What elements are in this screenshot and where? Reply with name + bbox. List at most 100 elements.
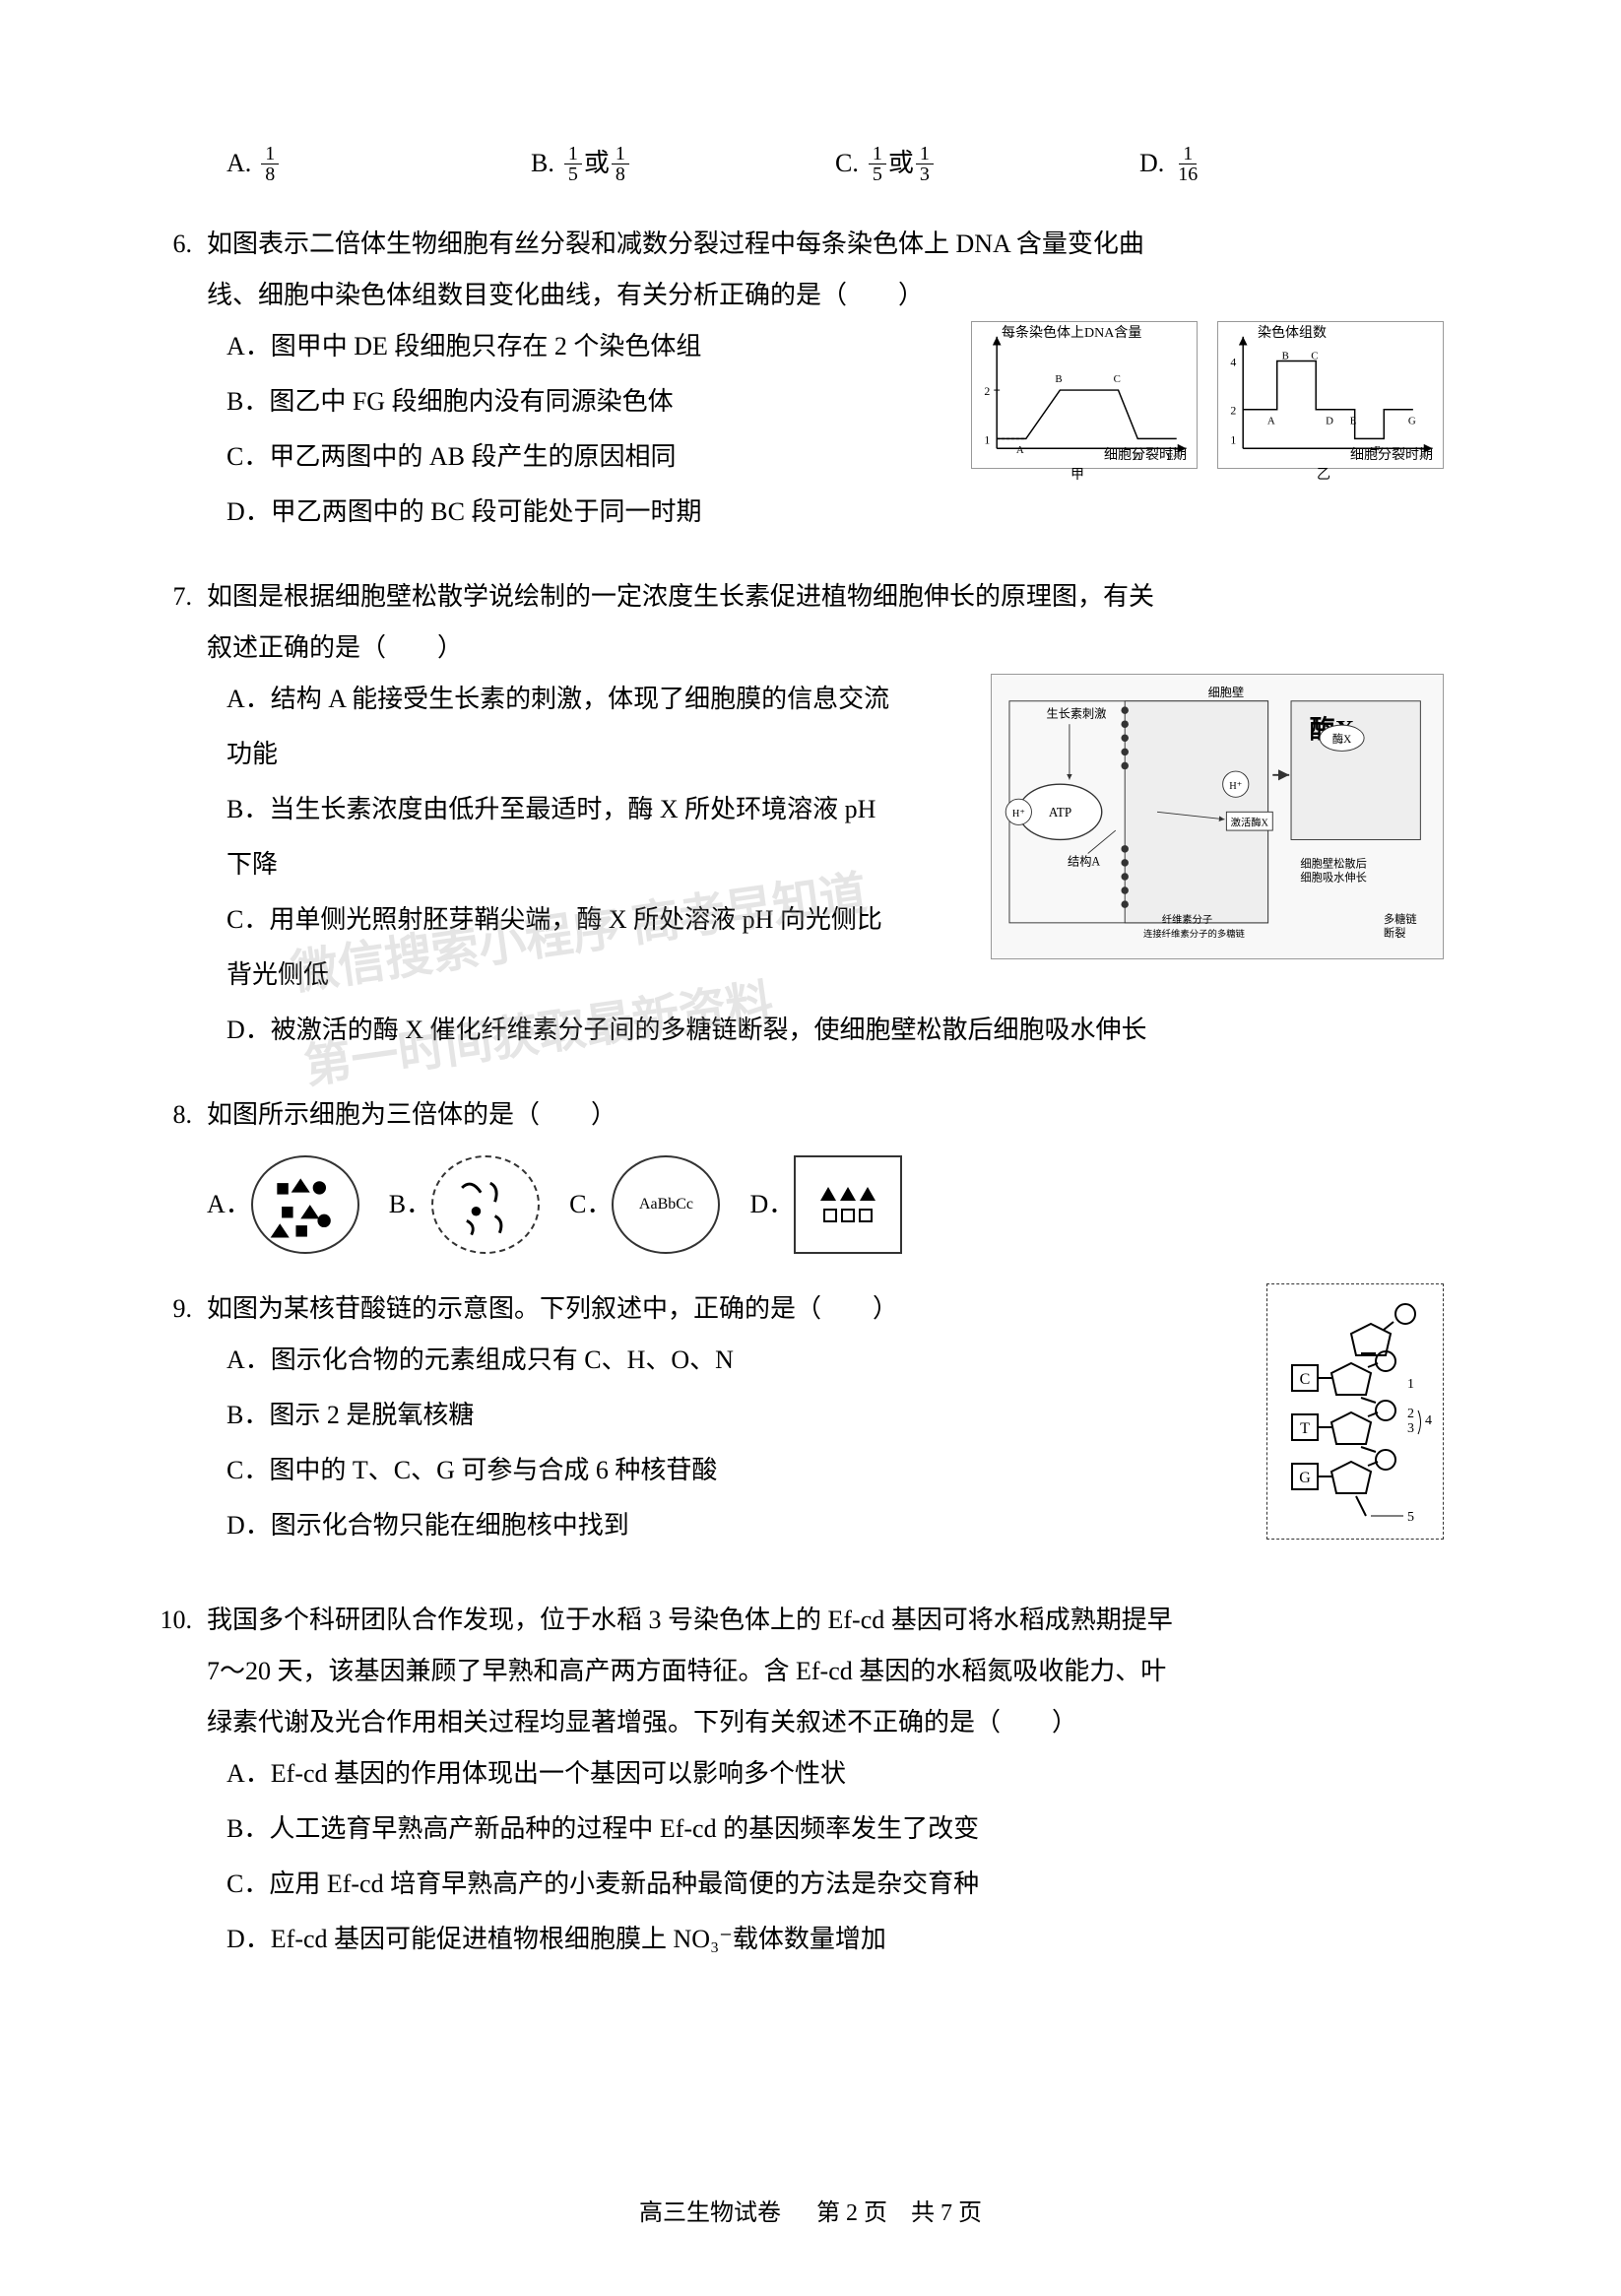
svg-text:C: C (1114, 373, 1121, 385)
square-icon (841, 1209, 855, 1222)
question-text: 绿素代谢及光合作用相关过程均显著增强。下列有关叙述不正确的是（ ） (207, 1697, 1444, 1748)
footer-page-suffix: 页 (958, 2200, 982, 2226)
svg-text:3: 3 (1407, 1421, 1414, 1436)
chart-pair: 1 2 A B C D E 每条染色体上DNA含量 细胞分裂时期 (971, 321, 1444, 469)
question-text: 线、细胞中染色体组数目变化曲线，有关分析正确的是（ ） (207, 270, 1444, 321)
svg-text:生长素刺激: 生长素刺激 (1046, 707, 1106, 721)
square-icon (859, 1209, 873, 1222)
svg-text:细胞壁: 细胞壁 (1208, 685, 1245, 699)
option-d: D．被激活的酶 X 催化纤维素分子间的多糖链断裂，使细胞壁松散后细胞吸水伸长 (227, 1005, 1444, 1056)
cell-diagram-c: AaBbCc (612, 1155, 720, 1254)
svg-text:4: 4 (1230, 355, 1236, 368)
option-d: D．图示化合物只能在细胞核中找到 (227, 1500, 1444, 1551)
q8-option-c: C． AaBbCc (569, 1155, 720, 1254)
q5-options-row: A. 1 8 B. 1 5 或 1 8 C. 1 5 或 (227, 138, 1444, 189)
svg-text:G: G (1299, 1470, 1311, 1486)
svg-text:多糖链: 多糖链 (1384, 912, 1417, 926)
question-content: 1 2 A B C D E 每条染色体上DNA含量 细胞分裂时期 (207, 321, 1444, 542)
triangle-icon (860, 1187, 875, 1201)
svg-text:断裂: 断裂 (1384, 926, 1406, 940)
footer-total-pages: 7 (940, 2200, 952, 2226)
question-number: 8. (158, 1089, 207, 1254)
footer-page-of: 页 共 (864, 2200, 935, 2226)
question-text: 如图为某核苷酸链的示意图。下列叙述中，正确的是（ ） (207, 1283, 1444, 1335)
option-c: C．图中的 T、C、G 可参与合成 6 种核苷酸 (227, 1445, 1444, 1496)
svg-text:连接纤维素分子的多糖链: 连接纤维素分子的多糖链 (1143, 928, 1246, 940)
svg-text:纤维素分子: 纤维素分子 (1162, 913, 1212, 926)
fraction: 1 3 (916, 144, 934, 184)
q8-option-b: B． (389, 1155, 540, 1254)
svg-text:B: B (1282, 350, 1289, 361)
chart-title: 染色体组数 (1258, 320, 1327, 348)
fraction: 1 8 (261, 144, 279, 184)
chart-xlabel: 细胞分裂时期 (1350, 442, 1433, 470)
svg-text:1: 1 (1407, 1377, 1414, 1392)
option-label: B. (531, 138, 554, 189)
option-label: B． (389, 1179, 431, 1230)
footer-subject: 高三生物试卷 (639, 2200, 781, 2226)
q5-option-c: C. 1 5 或 1 3 (835, 138, 1139, 189)
svg-text:结构A: 结构A (1068, 854, 1100, 869)
q8-option-d: D． (749, 1155, 902, 1254)
option-c: C．应用 Ef-cd 培育早熟高产的小麦新品种最简便的方法是杂交育种 (227, 1859, 1444, 1910)
option-b: B．人工选育早熟高产新品种的过程中 Ef-cd 的基因频率发生了改变 (227, 1804, 1444, 1855)
svg-text:5: 5 (1407, 1510, 1414, 1525)
option-d: D．Ef-cd 基因可能促进植物根细胞膜上 NO₃⁻载体数量增加 (227, 1914, 1444, 1965)
auxin-diagram: ATP H⁺ H⁺ 生长素刺激 细胞壁 结构A 激活酶X 纤维素分子 (991, 674, 1444, 959)
cell-diagram-a (251, 1155, 359, 1254)
question-body: 如图所示细胞为三倍体的是（ ） A． (207, 1089, 1444, 1254)
question-text: 如图表示二倍体生物细胞有丝分裂和减数分裂过程中每条染色体上 DNA 含量变化曲 (207, 219, 1444, 270)
question-text: 我国多个科研团队合作发现，位于水稻 3 号染色体上的 Ef-cd 基因可将水稻成… (207, 1595, 1444, 1646)
svg-text:4: 4 (1425, 1413, 1432, 1428)
svg-text:2: 2 (1230, 404, 1236, 418)
nucleotide-diagram: C T 2 3 (1266, 1283, 1444, 1540)
chart-title: 每条染色体上DNA含量 (1002, 320, 1141, 348)
chart-xlabel: 细胞分裂时期 (1104, 442, 1187, 470)
svg-text:2: 2 (1407, 1407, 1414, 1421)
question-number: 9. (158, 1283, 207, 1555)
option-a: A．图示化合物的元素组成只有 C、H、O、N (227, 1335, 1444, 1386)
q5-option-d: D. 1 16 (1139, 138, 1444, 189)
question-text: 如图是根据细胞壁松散学说绘制的一定浓度生长素促进植物细胞伸长的原理图，有关 (207, 571, 1444, 623)
option-d: D．甲乙两图中的 BC 段可能处于同一时期 (227, 487, 1444, 538)
fraction: 1 16 (1174, 144, 1201, 184)
fraction: 1 5 (564, 144, 582, 184)
question-number: 6. (158, 219, 207, 542)
chart-2: 1 2 4 A B C D E F G 染色体组数 (1217, 321, 1444, 469)
triangle-row (820, 1187, 875, 1201)
svg-text:T: T (1300, 1420, 1310, 1437)
square-icon (823, 1209, 837, 1222)
question-body: 如图表示二倍体生物细胞有丝分裂和减数分裂过程中每条染色体上 DNA 含量变化曲 … (207, 219, 1444, 542)
svg-text:酶X: 酶X (1332, 733, 1351, 746)
svg-text:C: C (1300, 1371, 1311, 1388)
question-number: 10. (158, 1595, 207, 1969)
option-label: D． (749, 1179, 794, 1230)
page-footer: 高三生物试卷 第 2 页 共 7 页 (0, 2190, 1621, 2237)
option-label: C. (835, 138, 859, 189)
svg-text:E: E (1350, 416, 1357, 427)
option-b: B．图示 2 是脱氧核糖 (227, 1390, 1444, 1441)
question-number: 7. (158, 571, 207, 1060)
cell-diagram-b (431, 1155, 540, 1254)
question-7: 7. 如图是根据细胞壁松散学说绘制的一定浓度生长素促进植物细胞伸长的原理图，有关… (158, 571, 1444, 1060)
svg-text:1: 1 (1230, 432, 1236, 446)
chart-sublabel: 乙 (1317, 462, 1330, 490)
q5-option-a: A. 1 8 (227, 138, 531, 189)
question-content: ATP H⁺ H⁺ 生长素刺激 细胞壁 结构A 激活酶X 纤维素分子 (207, 674, 1444, 1056)
svg-text:细胞吸水伸长: 细胞吸水伸长 (1300, 871, 1367, 885)
question-text: 7～20 天，该基因兼顾了早熟和高产两方面特征。含 Ef-cd 基因的水稻氮吸收… (207, 1646, 1444, 1697)
svg-text:H⁺: H⁺ (1012, 809, 1025, 820)
question-6: 6. 如图表示二倍体生物细胞有丝分裂和减数分裂过程中每条染色体上 DNA 含量变… (158, 219, 1444, 542)
or-text: 或 (584, 138, 610, 189)
svg-text:A: A (1267, 416, 1275, 427)
q8-option-a: A． (207, 1155, 359, 1254)
q8-options-row: A． B (207, 1155, 1444, 1254)
fraction: 1 5 (869, 144, 886, 184)
triangle-icon (840, 1187, 856, 1201)
genotype-text: AaBbCc (639, 1189, 693, 1220)
option-label: D. (1139, 138, 1164, 189)
chart-1: 1 2 A B C D E 每条染色体上DNA含量 细胞分裂时期 (971, 321, 1198, 469)
question-8: 8. 如图所示细胞为三倍体的是（ ） A． (158, 1089, 1444, 1254)
option-label: A． (207, 1179, 251, 1230)
option-label: C． (569, 1179, 612, 1230)
